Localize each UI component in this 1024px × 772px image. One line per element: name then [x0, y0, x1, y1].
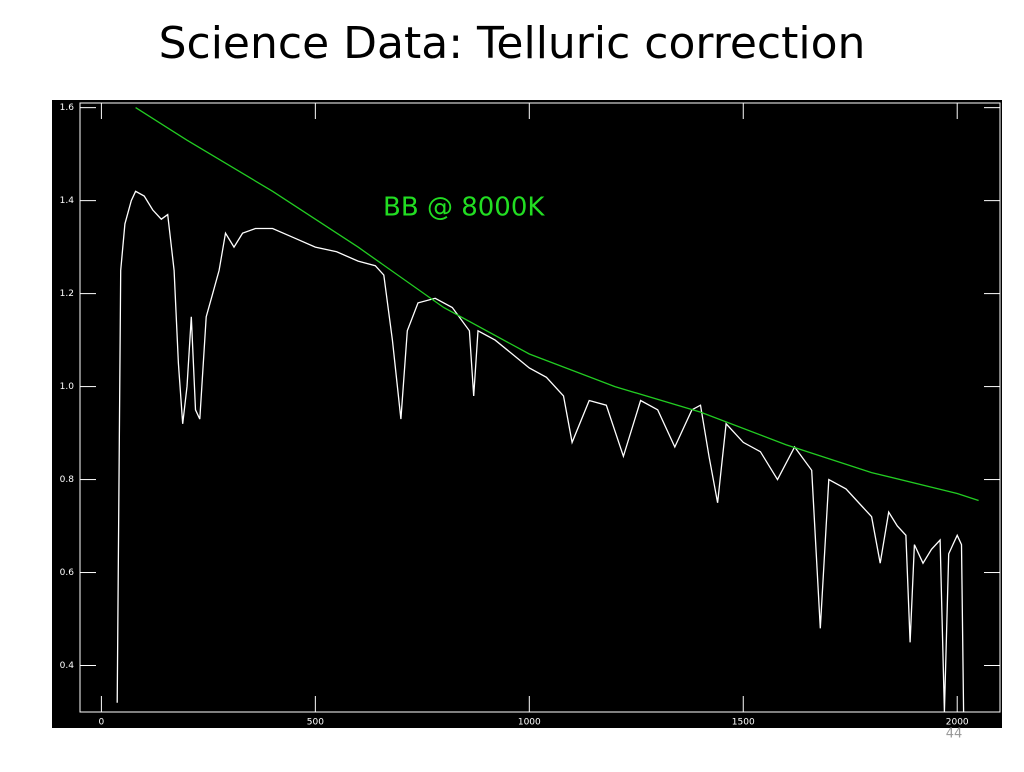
x-tick-label: 2000: [946, 718, 969, 728]
x-tick-label: 500: [307, 718, 324, 728]
plot-background: [52, 100, 1002, 728]
y-tick-label: 0.6: [60, 568, 75, 578]
series-line: [116, 190, 965, 713]
x-tick-label: 0: [99, 718, 105, 728]
x-tick-label: 1000: [518, 718, 541, 728]
series-line: [135, 107, 979, 502]
y-tick-label: 1.0: [60, 382, 75, 392]
x-tick-label: 1500: [732, 718, 755, 728]
y-tick-label: 0.8: [60, 475, 75, 485]
page-number: 44: [946, 727, 963, 742]
plot-frame: [79, 102, 1001, 713]
slide-title: Science Data: Telluric correction: [159, 18, 866, 69]
annotation: BB @ 8000K: [383, 193, 545, 223]
y-tick-label: 1.4: [60, 196, 75, 206]
y-tick-label: 1.6: [60, 103, 75, 113]
y-tick-label: 0.4: [60, 661, 75, 671]
y-tick-label: 1.2: [60, 289, 74, 299]
